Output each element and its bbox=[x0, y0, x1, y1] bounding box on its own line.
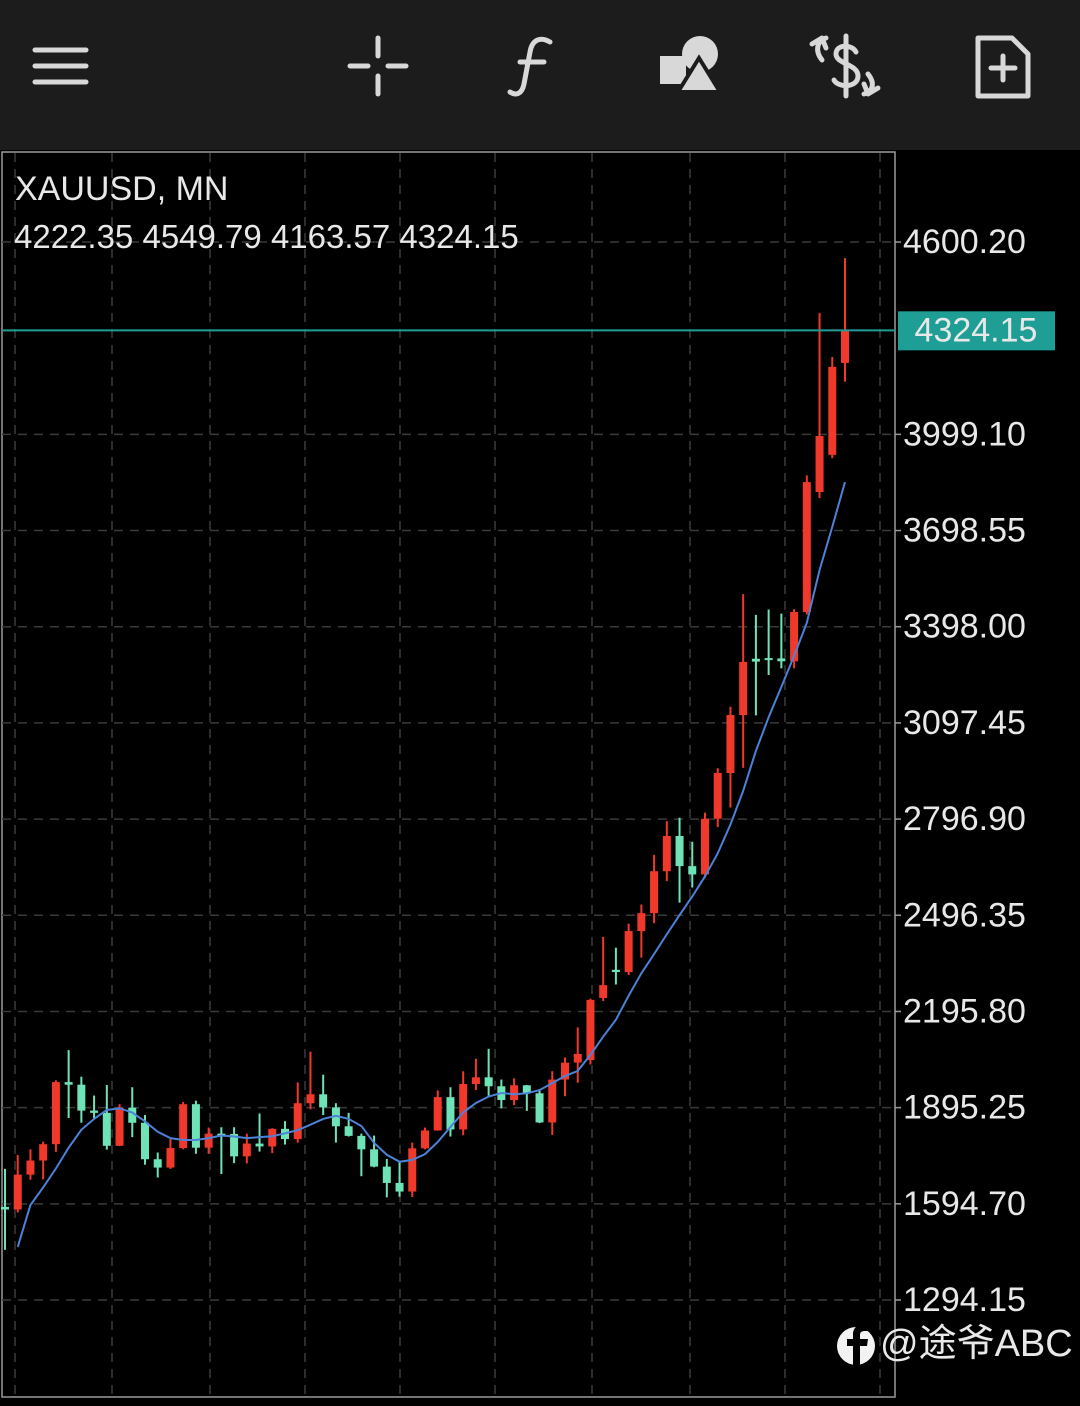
y-tick-label: 3398.00 bbox=[903, 608, 1026, 646]
y-tick-label: 1294.15 bbox=[903, 1281, 1026, 1319]
candle-body bbox=[777, 658, 786, 662]
candle-body bbox=[815, 435, 824, 492]
y-tick-label: 1594.70 bbox=[903, 1185, 1026, 1223]
candle-body bbox=[433, 1097, 442, 1131]
candle-body bbox=[26, 1160, 35, 1175]
toolbar bbox=[0, 0, 1080, 150]
chart-title: XAUUSD, MN bbox=[15, 170, 228, 208]
candle-body bbox=[319, 1094, 328, 1108]
candle-body bbox=[828, 366, 837, 455]
candle-body bbox=[242, 1143, 251, 1157]
watermark: @途爷ABC bbox=[837, 1323, 1073, 1366]
candle-body bbox=[675, 836, 684, 867]
y-tick-label: 2796.90 bbox=[903, 800, 1026, 838]
candle-body bbox=[382, 1166, 391, 1183]
y-tick-label: 2195.80 bbox=[903, 992, 1026, 1030]
candle-body bbox=[344, 1126, 353, 1136]
candle-body bbox=[331, 1107, 340, 1127]
candle-body bbox=[713, 772, 722, 819]
candle-body bbox=[701, 818, 709, 875]
candle-body bbox=[510, 1085, 519, 1101]
candle-body bbox=[548, 1079, 557, 1123]
moving-average-line bbox=[16, 481, 846, 1248]
candle-body bbox=[751, 658, 760, 662]
candle-body bbox=[421, 1130, 429, 1149]
high-readout: 4549.79 bbox=[142, 218, 261, 255]
y-tick-label: 1895.25 bbox=[903, 1089, 1026, 1127]
candle-body bbox=[484, 1077, 493, 1087]
plot-frame bbox=[1, 151, 896, 1398]
candle-body bbox=[637, 913, 646, 932]
candle-body bbox=[255, 1143, 264, 1147]
candle-body bbox=[535, 1093, 544, 1123]
candle-body bbox=[293, 1103, 302, 1140]
candle-body bbox=[522, 1085, 531, 1094]
candle-body bbox=[51, 1082, 60, 1145]
y-tick-label: 4600.20 bbox=[903, 223, 1026, 261]
last-price-badge bbox=[898, 311, 1055, 351]
candle-body bbox=[650, 871, 659, 914]
candle-body bbox=[179, 1104, 188, 1149]
candle-body bbox=[764, 658, 773, 661]
watermark-text: @途爷ABC bbox=[880, 1323, 1073, 1365]
candle-body bbox=[115, 1107, 124, 1146]
menu-button[interactable] bbox=[32, 47, 89, 85]
candle-body bbox=[790, 612, 799, 662]
candle-body bbox=[599, 985, 608, 998]
candle-body bbox=[141, 1122, 149, 1160]
candle-body bbox=[459, 1084, 468, 1130]
candle-body bbox=[688, 866, 697, 875]
candle-body bbox=[1, 1206, 9, 1210]
candle-body bbox=[726, 715, 735, 773]
open-readout: 4222.35 bbox=[14, 218, 133, 255]
candle-body bbox=[306, 1094, 315, 1104]
candle-body bbox=[191, 1104, 200, 1148]
candle-body bbox=[77, 1084, 86, 1111]
candle-body bbox=[166, 1148, 175, 1168]
candle-body bbox=[204, 1133, 213, 1148]
candle-body bbox=[802, 482, 811, 613]
candle-body bbox=[408, 1148, 417, 1192]
candle-body bbox=[230, 1133, 239, 1157]
candle-body bbox=[13, 1174, 22, 1210]
candle-body bbox=[841, 330, 849, 363]
candle-body bbox=[624, 931, 633, 973]
candle-body bbox=[370, 1149, 379, 1167]
candle-body bbox=[90, 1110, 99, 1113]
candle-body bbox=[739, 661, 748, 716]
candle-body bbox=[64, 1082, 73, 1085]
candle-body bbox=[561, 1062, 569, 1080]
y-tick-label: 3999.10 bbox=[903, 415, 1026, 453]
objects-button[interactable] bbox=[660, 36, 724, 94]
last-price-label: 4324.15 bbox=[915, 311, 1038, 349]
trade-button[interactable] bbox=[809, 33, 881, 99]
candle-body bbox=[446, 1097, 455, 1130]
candle-body bbox=[39, 1144, 48, 1161]
candle-body bbox=[357, 1135, 366, 1150]
candle-body bbox=[471, 1077, 480, 1085]
indicators-button[interactable] bbox=[507, 36, 553, 97]
candle-body bbox=[153, 1159, 162, 1168]
candle-body bbox=[611, 969, 620, 973]
candle-body bbox=[573, 1053, 582, 1063]
candle-body bbox=[662, 836, 671, 872]
low-readout: 4163.57 bbox=[271, 218, 390, 255]
new-order-button[interactable] bbox=[975, 35, 1031, 99]
crosshair-button[interactable] bbox=[347, 35, 409, 97]
y-tick-label: 3097.45 bbox=[903, 704, 1026, 742]
y-tick-label: 2496.35 bbox=[903, 896, 1026, 934]
y-tick-label: 3698.55 bbox=[903, 512, 1026, 550]
candle-body bbox=[128, 1107, 137, 1123]
ohlc-readout: 4222.35 4549.79 4163.57 4324.15 bbox=[14, 218, 519, 255]
candle-body bbox=[102, 1112, 111, 1146]
candle-body bbox=[268, 1128, 277, 1147]
candle-body bbox=[586, 999, 595, 1061]
close-readout: 4324.15 bbox=[399, 218, 518, 255]
candle-body bbox=[395, 1182, 404, 1192]
